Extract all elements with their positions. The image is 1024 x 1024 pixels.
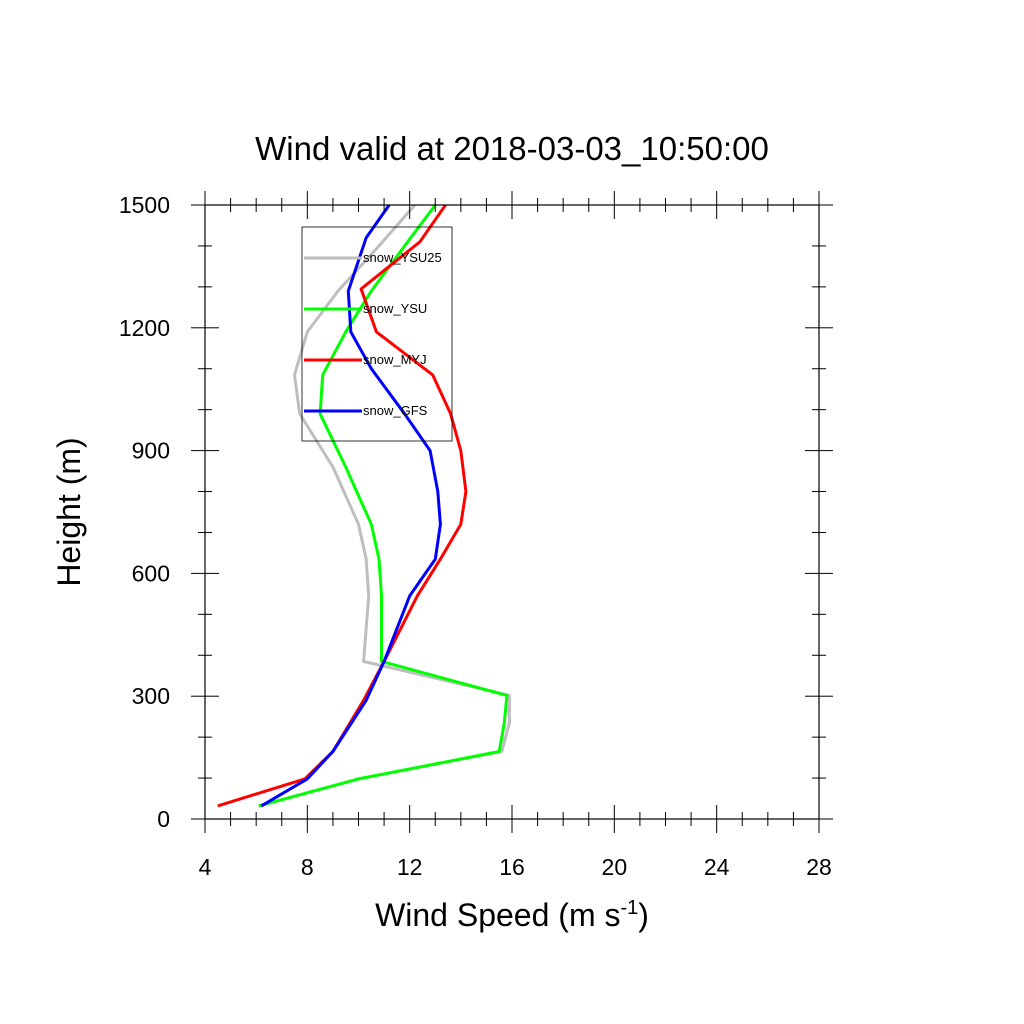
y-tick-label: 900 bbox=[132, 438, 170, 464]
legend: snow_YSU25 snow_YSU snow_MYJ snow_GFS bbox=[301, 226, 453, 442]
series-line-snow-gfs bbox=[260, 204, 442, 808]
y-tick-label: 600 bbox=[132, 560, 170, 586]
x-axis-label-superscript: -1 bbox=[620, 897, 638, 919]
chart-title: Wind valid at 2018-03-03_10:50:00 bbox=[255, 130, 769, 167]
y-axis-label: Height (m) bbox=[51, 437, 87, 586]
x-axis-label: Wind Speed (m s-1) bbox=[375, 897, 649, 933]
x-tick-label: 12 bbox=[397, 854, 423, 880]
legend-box bbox=[301, 226, 453, 442]
series-line-snow-myj bbox=[217, 204, 468, 808]
x-tick-label: 8 bbox=[301, 854, 314, 880]
series-line-snow-ysu25 bbox=[258, 204, 511, 808]
plot-frame bbox=[204, 204, 820, 820]
legend-label-snow-ysu: snow_YSU bbox=[363, 301, 427, 316]
x-tick-label: 24 bbox=[704, 854, 730, 880]
x-tick-label: 28 bbox=[806, 854, 832, 880]
legend-label-snow-ysu25: snow_YSU25 bbox=[363, 250, 442, 265]
x-tick-label: 16 bbox=[499, 854, 525, 880]
legend-label-snow-gfs: snow_GFS bbox=[363, 403, 428, 418]
y-tick-label: 1500 bbox=[119, 192, 170, 218]
x-tick-label: 20 bbox=[602, 854, 628, 880]
series-line-snow-ysu bbox=[258, 204, 509, 808]
y-tick-label: 300 bbox=[132, 683, 170, 709]
series-lines bbox=[217, 204, 511, 808]
legend-label-snow-myj: snow_MYJ bbox=[363, 352, 427, 367]
axis-ticks: 4 8 12 16 20 24 28 0 300 600 900 1200 1500 bbox=[119, 191, 833, 880]
y-tick-label: 1200 bbox=[119, 315, 170, 341]
x-axis-label-close: ) bbox=[638, 897, 649, 933]
x-axis-label-main: Wind Speed (m s bbox=[375, 897, 620, 933]
x-tick-label: 4 bbox=[199, 854, 212, 880]
y-tick-label: 0 bbox=[157, 806, 170, 832]
